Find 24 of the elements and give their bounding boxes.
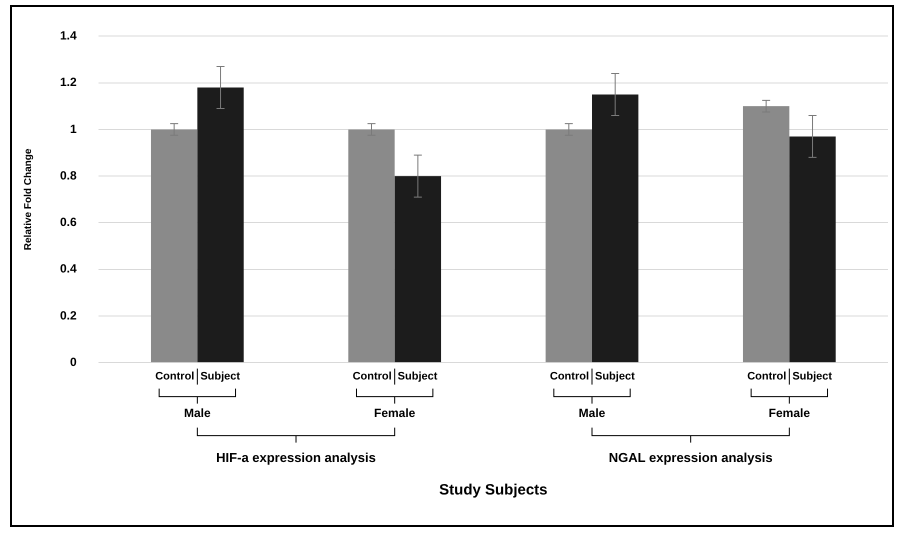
- text: Control: [747, 370, 786, 383]
- y-tick-label: 0.2: [60, 308, 77, 322]
- text: HIF-a expression analysis: [216, 450, 376, 466]
- y-tick-label: 1.4: [60, 28, 77, 43]
- y-tick-label: 1: [70, 122, 77, 136]
- text: NGAL expression analysis: [608, 450, 773, 466]
- y-tick-label: 0.4: [60, 262, 77, 276]
- y-tick-label: 0.8: [60, 168, 77, 182]
- x-tick-label: Male: [184, 406, 212, 420]
- text: Subject: [792, 370, 832, 383]
- text: Control: [550, 370, 590, 383]
- y-tick-label: 0: [70, 354, 77, 369]
- text: Subject: [595, 370, 635, 383]
- text: Subject: [398, 370, 438, 383]
- x-tick-label: Female: [768, 406, 810, 420]
- y-tick-label: 1.2: [60, 75, 77, 90]
- text: Control: [352, 370, 392, 383]
- x-tick-label: Female: [374, 406, 416, 420]
- y-tick-label: 0.6: [60, 215, 77, 230]
- series-label: Subject: [200, 370, 240, 383]
- y-axis-title: Relative Fold Change: [22, 148, 34, 250]
- series-label: Control: [155, 370, 194, 383]
- x-tick-label: Male: [578, 406, 606, 420]
- text: Study Subjects: [439, 482, 548, 499]
